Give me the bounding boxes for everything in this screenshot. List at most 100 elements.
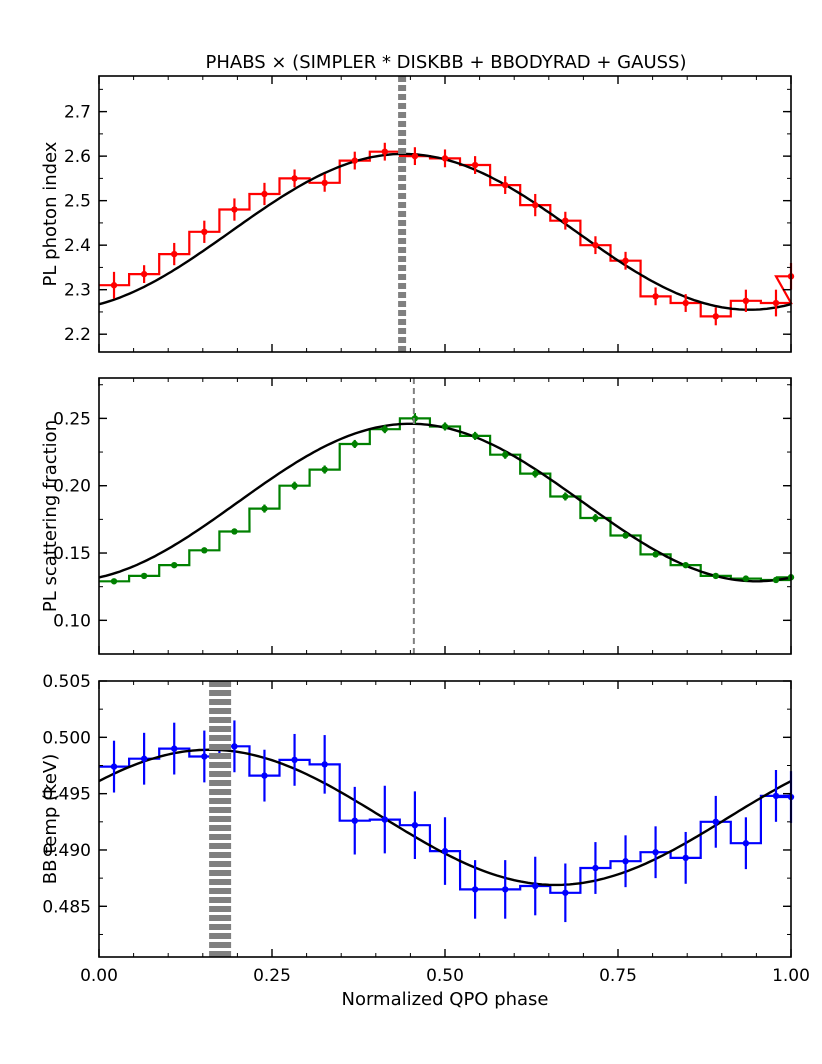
data-point: [471, 432, 479, 440]
data-point: [712, 572, 719, 580]
y-tick-label: 2.5: [64, 192, 91, 212]
x-tick-label: 0.25: [253, 966, 291, 986]
data-point: [110, 578, 118, 585]
chart-title: PHABS × (SIMPLER * DISKBB + BBODYRAD + G…: [205, 52, 686, 73]
data-point: [502, 181, 509, 189]
data-point: [772, 299, 780, 307]
data-point: [381, 425, 388, 433]
data-point: [532, 470, 539, 477]
data-point: [231, 743, 238, 750]
data-point: [772, 576, 780, 584]
data-point: [652, 551, 659, 558]
data-point: [712, 313, 719, 320]
data-point: [441, 847, 449, 855]
data-point: [622, 532, 629, 539]
data-point: [171, 745, 178, 752]
data-point: [351, 817, 358, 824]
data-point: [231, 206, 238, 213]
data-point: [441, 423, 449, 430]
data-point: [140, 270, 148, 278]
y-tick-label: 2.4: [64, 236, 91, 256]
y-tick-label: 0.505: [42, 672, 91, 692]
y-tick-label: 0.10: [53, 611, 91, 631]
data-point: [171, 561, 178, 569]
data-point: [502, 451, 509, 458]
y-tick-label: 2.6: [64, 147, 91, 167]
axes-frame: [98, 377, 792, 655]
data-point: [411, 415, 419, 422]
y-tick-label: 0.15: [53, 544, 91, 564]
y-tick-label: 0.490: [42, 841, 91, 861]
y-tick-label: 2.2: [64, 325, 91, 345]
data-point: [712, 818, 719, 826]
data-point: [622, 257, 629, 264]
y-tick-label: 0.20: [53, 477, 91, 497]
step-line-scattering-fraction: [99, 417, 792, 583]
data-point: [471, 886, 479, 893]
y-axis-label: PL photon index: [40, 141, 61, 286]
data-point: [471, 161, 479, 169]
data-point: [622, 858, 629, 865]
data-point: [532, 882, 539, 890]
data-point: [110, 763, 118, 770]
data-point: [742, 575, 750, 582]
x-tick-label: 1.00: [772, 966, 810, 986]
step-line-photon-index: [99, 150, 793, 318]
y-tick-label: 2.7: [64, 103, 91, 123]
y-tick-label: 0.485: [42, 897, 91, 917]
y-axis-label: PL scattering fraction: [40, 420, 61, 612]
data-point: [592, 864, 599, 872]
data-point: [502, 886, 509, 893]
y-axis-label: BB temp (keV): [40, 754, 61, 884]
data-point: [201, 547, 208, 554]
axes-frame: [98, 75, 792, 353]
data-point: [562, 217, 569, 224]
data-point: [441, 155, 449, 162]
data-point: [381, 816, 388, 823]
data-point: [261, 190, 268, 198]
data-point: [562, 493, 569, 500]
data-point: [532, 201, 539, 209]
x-tick-label: 0.75: [599, 966, 637, 986]
data-point: [742, 297, 750, 305]
data-point: [110, 282, 118, 289]
panel-bb-temp: 0.485 0.490 0.495 0.500 0.505 0.00 0.25 0.50 0.7…: [40, 672, 810, 986]
data-point: [321, 761, 328, 768]
data-point: [291, 175, 298, 182]
data-point: [321, 466, 328, 473]
x-tick-label: 0.50: [426, 966, 464, 986]
data-point: [291, 756, 298, 764]
data-point: [682, 854, 689, 862]
data-point: [411, 821, 419, 829]
data-point: [652, 293, 659, 300]
data-point: [592, 241, 599, 249]
data-point: [261, 772, 268, 779]
data-point: [351, 440, 358, 448]
data-point: [261, 505, 268, 512]
data-point: [652, 849, 659, 856]
data-point: [201, 228, 208, 236]
data-point: [742, 840, 750, 847]
data-point: [562, 889, 569, 896]
data-point: [171, 250, 178, 258]
y-tick-label: 0.495: [42, 785, 91, 805]
data-point: [682, 561, 689, 569]
data-point: [381, 148, 388, 155]
data-point: [351, 157, 358, 164]
data-point: [140, 755, 148, 762]
data-point: [231, 528, 238, 535]
data-point: [140, 572, 148, 580]
data-point: [201, 753, 208, 760]
x-axis-label: Normalized QPO phase: [341, 989, 548, 1010]
y-tick-label: 0.500: [42, 728, 91, 748]
fit-curve-scattering-fraction: [98, 422, 792, 583]
x-tick-label: 0.00: [80, 966, 118, 986]
panel-photon-index: 2.2 2.3 2.4 2.5 2.6 2.7PL photon index: [40, 75, 795, 353]
data-point: [772, 792, 780, 800]
data-point: [321, 179, 328, 187]
data-point: [291, 482, 298, 489]
data-point: [411, 152, 419, 160]
data-point: [682, 299, 689, 307]
